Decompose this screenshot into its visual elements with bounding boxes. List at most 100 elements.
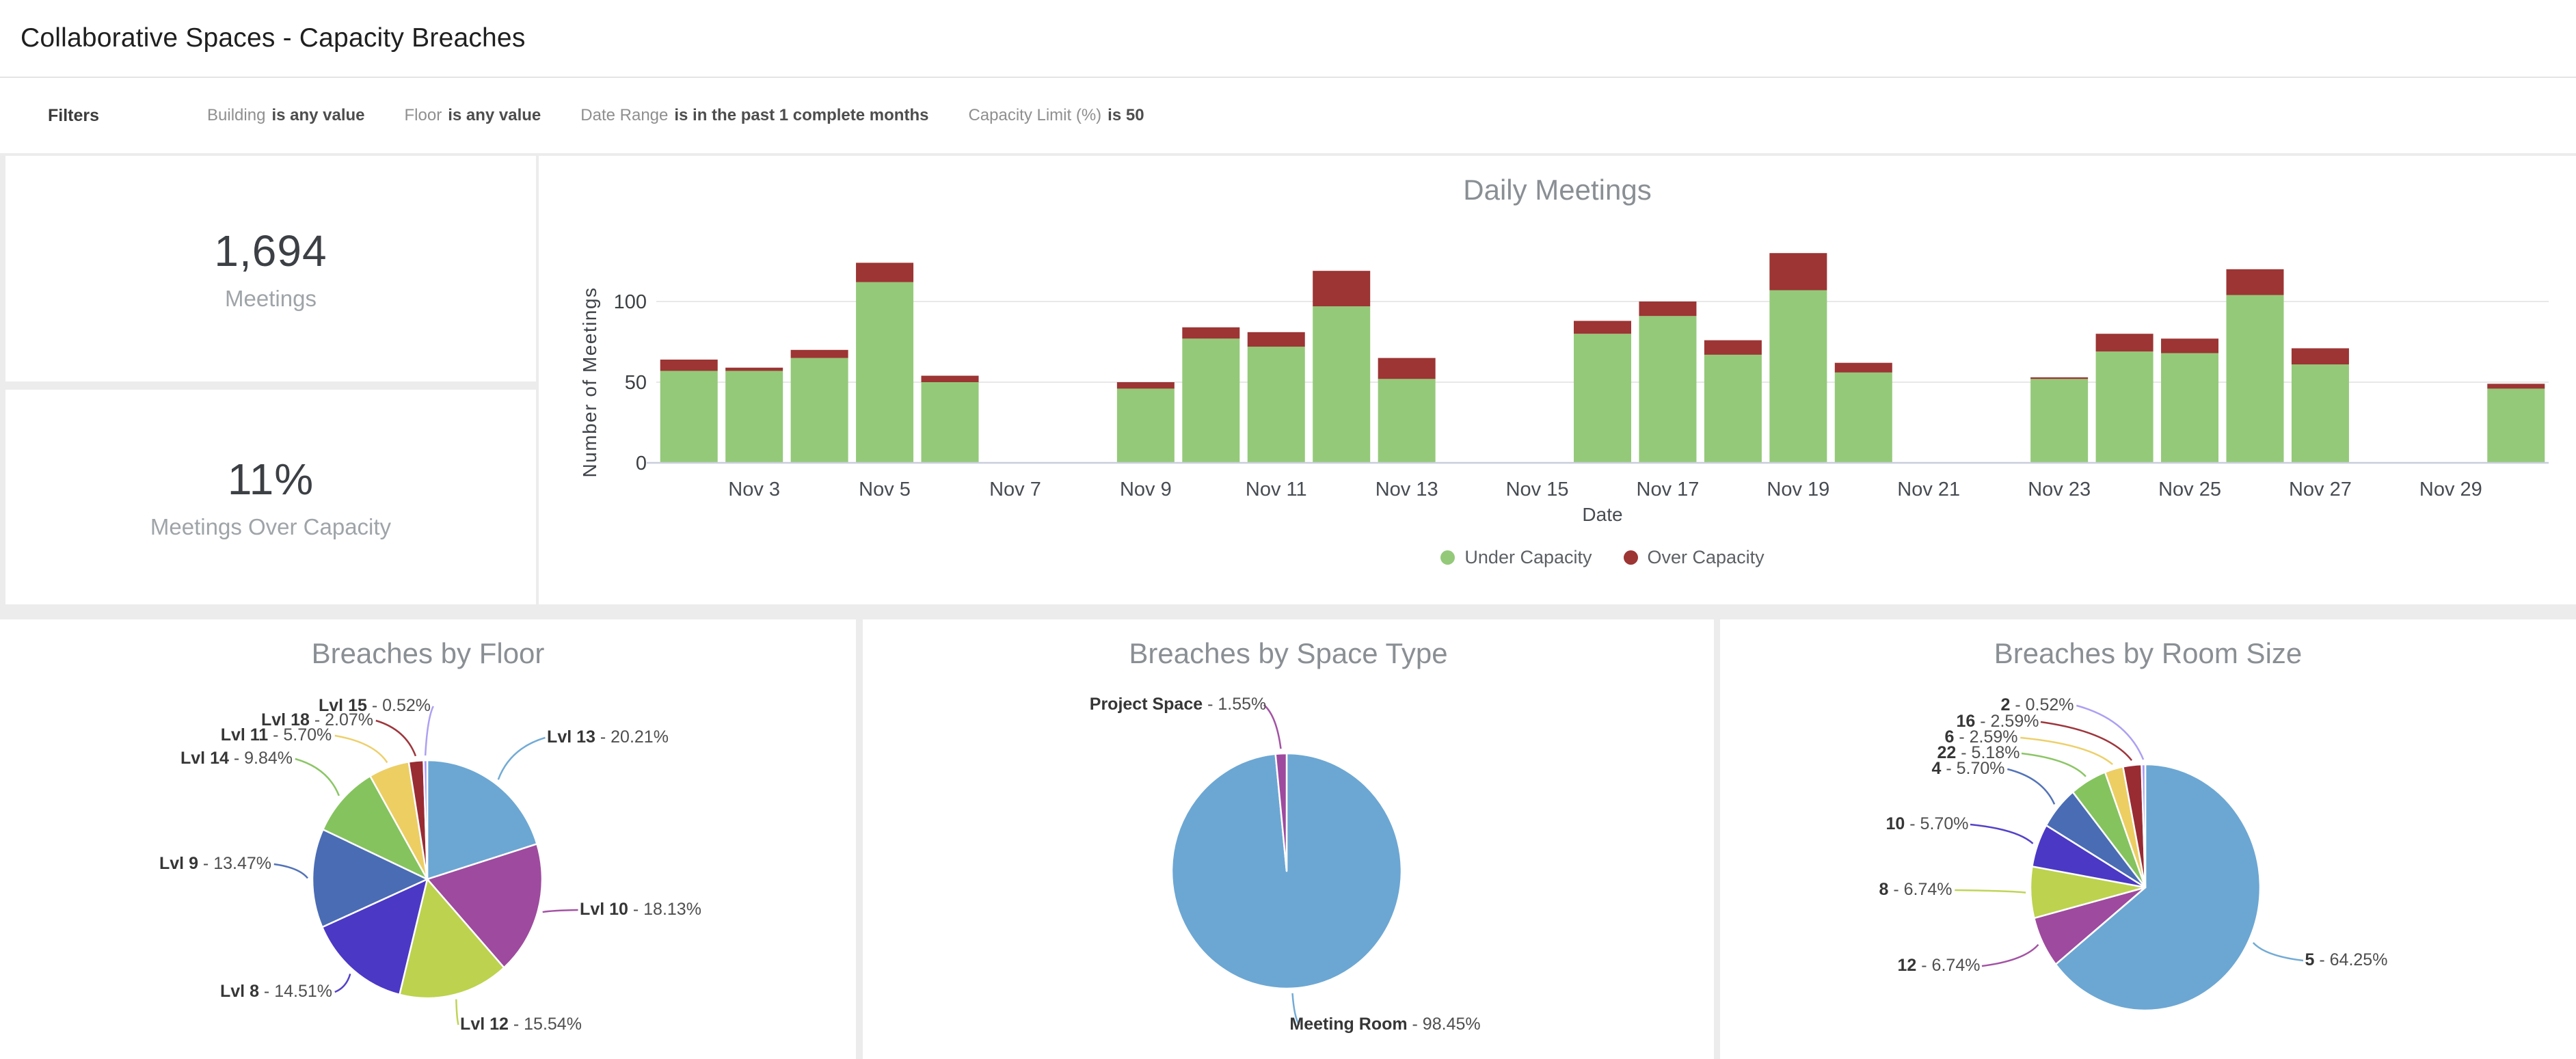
bar-over-capacity-nov-11[interactable] [1247, 332, 1305, 347]
breaches-by-space-type-chart[interactable]: Meeting Room - 98.45% Project Space - 1.5… [863, 619, 1714, 1059]
dashboard-header: Collaborative Spaces - Capacity Breaches [0, 0, 2576, 78]
bar-over-capacity-nov-2[interactable] [660, 359, 718, 371]
bar-over-capacity-nov-19[interactable] [1769, 253, 1827, 291]
pie-slice-lvl-10[interactable] [426, 843, 544, 969]
bar-under-capacity-nov-11[interactable] [1247, 347, 1305, 463]
bar-over-capacity-nov-30[interactable] [2487, 384, 2545, 389]
pie-slice-2[interactable] [2141, 763, 2147, 889]
bar-under-capacity-nov-10[interactable] [1182, 338, 1240, 463]
bar-over-capacity-nov-9[interactable] [1116, 382, 1175, 389]
breaches-by-floor-tile: Breaches by Floor Lvl 13 - 20.21% Lvl 10 … [0, 619, 856, 1059]
bar-over-capacity-nov-5[interactable] [856, 263, 914, 282]
pie-label-lvl-8: Lvl 8 - 14.51% [220, 982, 332, 1001]
y-tick-100: 100 [614, 291, 647, 313]
pie-slice-lvl-8[interactable] [321, 878, 429, 996]
pie-label-lvl-15: Lvl 15 - 0.52% [319, 696, 431, 715]
bar-over-capacity-nov-24[interactable] [2095, 334, 2154, 352]
filter-floor[interactable]: Floor is any value [405, 106, 541, 125]
bar-under-capacity-nov-4[interactable] [790, 358, 848, 463]
bar-under-capacity-nov-3[interactable] [725, 371, 783, 463]
pie-slice-5[interactable] [2054, 763, 2262, 1012]
bar-under-capacity-nov-17[interactable] [1639, 316, 1697, 463]
pie-label-lvl-11: Lvl 11 - 5.70% [221, 725, 332, 745]
bar-under-capacity-nov-13[interactable] [1378, 379, 1436, 463]
bar-over-capacity-nov-4[interactable] [790, 349, 848, 358]
pie-slice-lvl-12[interactable] [399, 878, 505, 1000]
leader-line-4 [2007, 768, 2056, 805]
filter-floor-field: Floor [404, 106, 442, 124]
bar-over-capacity-nov-10[interactable] [1182, 327, 1240, 339]
bar-under-capacity-nov-5[interactable] [856, 282, 914, 463]
bar-over-capacity-nov-17[interactable] [1639, 301, 1697, 317]
breaches-by-room-size-tile: Breaches by Room Size 5 - 64.25% 12 - 6.7… [1720, 619, 2576, 1059]
daily-meetings-legend: Under Capacity Over Capacity [656, 547, 2549, 568]
daily-meetings-chart[interactable]: 0 50 100 Nov 3 Nov 5 Nov 7 Nov 9 Nov 11 Nov 13 No… [539, 156, 2576, 604]
bar-under-capacity-nov-24[interactable] [2095, 351, 2154, 463]
pie-slice-lvl-13[interactable] [426, 759, 538, 881]
filter-building[interactable]: Building is any value [207, 106, 364, 125]
bar-over-capacity-nov-13[interactable] [1378, 358, 1436, 379]
pie-slice-lvl-14[interactable] [322, 775, 429, 881]
bar-over-capacity-nov-26[interactable] [2226, 269, 2284, 295]
leader-line-lvl-14 [295, 758, 340, 796]
filter-building-field: Building [207, 106, 266, 124]
leader-line-lvl-11 [334, 734, 388, 764]
leader-line-lvl-15 [424, 706, 434, 756]
bar-under-capacity-nov-26[interactable] [2226, 295, 2284, 463]
bar-over-capacity-nov-18[interactable] [1704, 340, 1762, 355]
breaches-by-space-type-title: Breaches by Space Type [1129, 637, 1448, 669]
legend-item-under-capacity[interactable]: Under Capacity [1440, 547, 1592, 568]
breaches-by-room-size-chart[interactable]: 5 - 64.25% 12 - 6.74% 8 - 6.74% 10 - 5.70% 4… [1720, 619, 2576, 1059]
under-capacity-dot-icon [1440, 550, 1455, 565]
kpi-over-capacity-tile: 11% Meetings Over Capacity [5, 390, 536, 604]
leader-line-lvl-12 [455, 999, 459, 1026]
leader-line-10 [1970, 823, 2034, 844]
bar-over-capacity-nov-12[interactable] [1313, 271, 1371, 307]
x-tick-nov-3: Nov 3 [728, 479, 780, 500]
pie-label-lvl-10: Lvl 10 - 18.13% [580, 900, 701, 919]
breaches-by-space-type-tile: Breaches by Space Type Meeting Room - 98… [863, 619, 1714, 1059]
pie-slice-project-space[interactable] [1274, 752, 1288, 872]
pie-label-6: 6 - 2.59% [1944, 727, 2017, 747]
breaches-by-floor-chart[interactable]: Lvl 13 - 20.21% Lvl 10 - 18.13% Lvl 12 - 1… [0, 619, 856, 1059]
bar-under-capacity-nov-20[interactable] [1834, 372, 1892, 463]
leader-line-lvl-10 [542, 909, 578, 913]
breaches-by-floor-title: Breaches by Floor [311, 637, 545, 669]
under-capacity-legend-label: Under Capacity [1464, 547, 1592, 567]
pie-slice-lvl-9[interactable] [311, 828, 429, 928]
bar-under-capacity-nov-12[interactable] [1313, 306, 1371, 463]
x-tick-nov-25: Nov 25 [2158, 479, 2221, 500]
bar-under-capacity-nov-18[interactable] [1704, 354, 1762, 463]
filter-date-range-field: Date Range [580, 106, 669, 124]
bar-under-capacity-nov-23[interactable] [2030, 379, 2089, 463]
pie-label-10: 10 - 5.70% [1886, 814, 1969, 833]
x-tick-nov-9: Nov 9 [1120, 479, 1172, 500]
daily-meetings-tile: Daily Meetings 0 50 100 Nov 3 Nov 5 Nov 7 Nov … [539, 156, 2576, 604]
pie-slice-lvl-15[interactable] [422, 759, 429, 881]
leader-line-5 [2252, 942, 2304, 962]
pie-label-lvl-13: Lvl 13 - 20.21% [547, 727, 669, 747]
bar-over-capacity-nov-3[interactable] [725, 367, 783, 371]
bar-under-capacity-nov-16[interactable] [1574, 334, 1631, 463]
filter-date-range[interactable]: Date Range is in the past 1 complete mont… [580, 106, 928, 125]
bar-under-capacity-nov-9[interactable] [1116, 388, 1175, 463]
bar-under-capacity-nov-19[interactable] [1769, 290, 1827, 463]
bar-over-capacity-nov-20[interactable] [1834, 362, 1892, 373]
bar-over-capacity-nov-23[interactable] [2030, 377, 2089, 379]
bar-under-capacity-nov-27[interactable] [2291, 364, 2349, 463]
bar-under-capacity-nov-30[interactable] [2487, 388, 2545, 463]
pie-label-5: 5 - 64.25% [2305, 950, 2388, 969]
bar-over-capacity-nov-25[interactable] [2161, 338, 2219, 353]
leader-line-meeting-room [1291, 993, 1300, 1026]
filter-capacity-limit[interactable]: Capacity Limit (%) is 50 [968, 106, 1144, 125]
bar-under-capacity-nov-25[interactable] [2161, 353, 2219, 463]
bar-under-capacity-nov-2[interactable] [660, 371, 718, 463]
bar-over-capacity-nov-6[interactable] [921, 375, 979, 382]
filter-capacity-limit-value: is 50 [1108, 106, 1144, 124]
pie-label-lvl-9: Lvl 9 - 13.47% [159, 854, 271, 873]
legend-item-over-capacity[interactable]: Over Capacity [1623, 547, 1765, 568]
bar-over-capacity-nov-27[interactable] [2291, 348, 2349, 365]
bar-under-capacity-nov-6[interactable] [921, 382, 979, 463]
bar-over-capacity-nov-16[interactable] [1574, 321, 1631, 334]
kpi-meetings-value: 1,694 [214, 226, 327, 276]
